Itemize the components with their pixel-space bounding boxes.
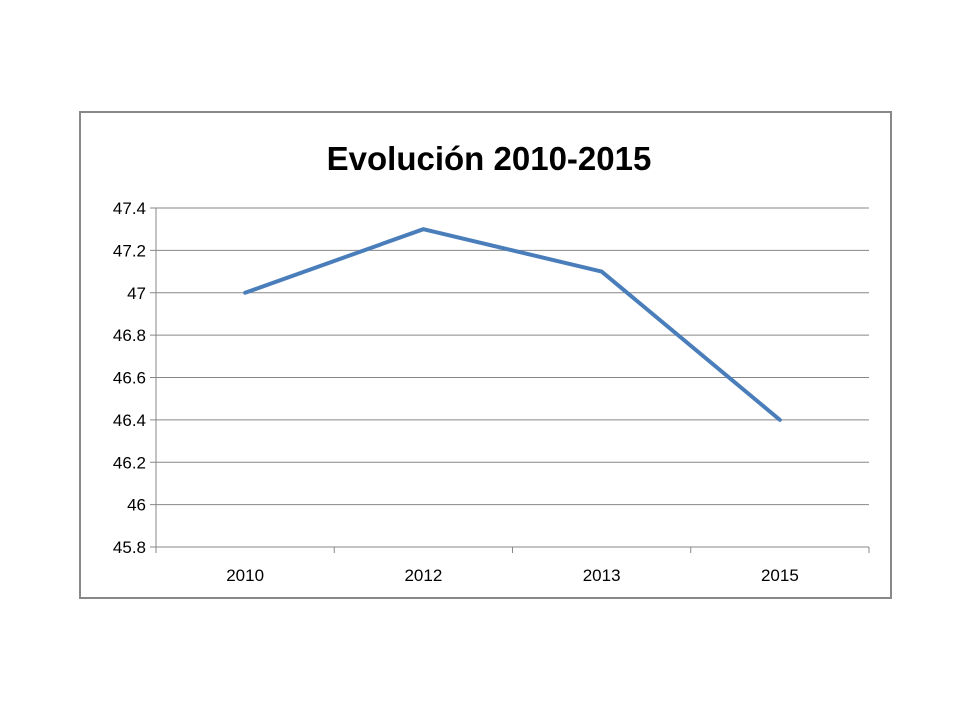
y-tick-label: 47.2 — [113, 241, 146, 260]
gridlines — [156, 207, 869, 506]
x-tick-label: 2012 — [404, 566, 442, 585]
chart-frame: Evolución 2010-2015 45.8 46 46.2 46.4 46.6 46… — [79, 111, 892, 599]
y-tick-label: 46.4 — [113, 411, 146, 430]
y-tick-label: 47.4 — [113, 199, 146, 218]
y-tick-label: 45.8 — [113, 538, 146, 557]
y-tick-label: 46 — [127, 496, 146, 515]
x-tick-label: 2010 — [226, 566, 264, 585]
series-layer — [243, 227, 782, 422]
y-tick-labels: 45.8 46 46.2 46.4 46.6 46.8 47 47.2 47.4 — [113, 199, 146, 557]
axes — [150, 207, 870, 553]
x-tick-labels: 2010 2012 2013 2015 — [226, 566, 799, 585]
y-tick-label: 46.6 — [113, 369, 146, 388]
series-line — [243, 227, 782, 422]
x-tick-label: 2015 — [761, 566, 799, 585]
line-chart: Evolución 2010-2015 45.8 46 46.2 46.4 46.6 46… — [113, 140, 870, 585]
y-tick-label: 46.8 — [113, 326, 146, 345]
x-tick-label: 2013 — [583, 566, 621, 585]
y-tick-label: 46.2 — [113, 453, 146, 472]
y-tick-label: 47 — [127, 284, 146, 303]
chart-title: Evolución 2010-2015 — [327, 140, 652, 177]
